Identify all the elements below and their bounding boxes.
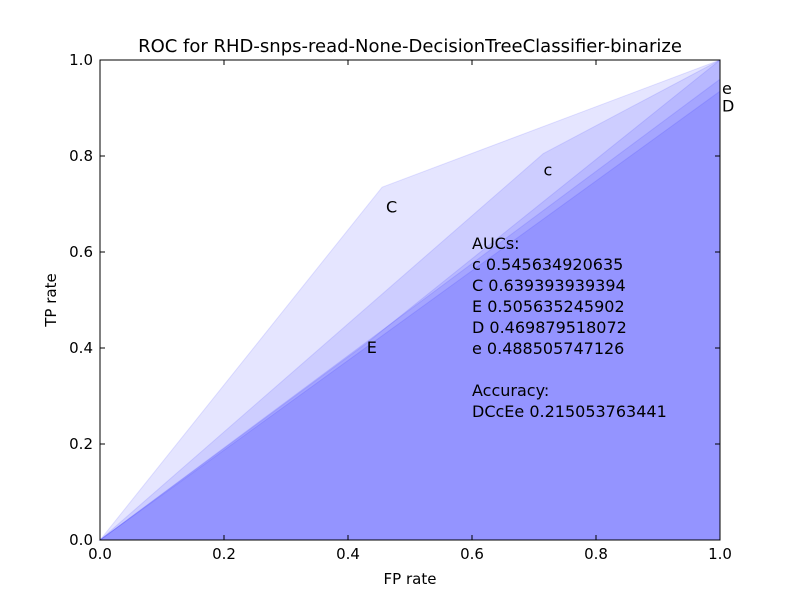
roc-areas — [98, 58, 721, 541]
y-tick-label: 0.8 — [69, 147, 93, 165]
accuracy-line: DCcEe 0.215053763441 — [472, 402, 667, 421]
curve-labels: Cc EeD — [367, 79, 735, 357]
curve-label-c: c — [543, 160, 552, 179]
auc-line-C: C 0.639393939394 — [472, 276, 626, 295]
plot-area: Cc EeD 0.0 0.2 0.4 0.6 0.8 1.0 0.0 0.2 0.4 0.6 0.8 1… — [69, 51, 734, 563]
y-axis-label: TP rate — [42, 273, 60, 327]
y-tick-label: 0.4 — [69, 339, 93, 357]
x-tick-label: 1.0 — [708, 545, 732, 563]
y-tick-label: 0.0 — [69, 531, 93, 549]
curve-label-E: E — [367, 338, 377, 357]
x-tick-label: 0.4 — [336, 545, 360, 563]
chart-title: ROC for RHD-snps-read-None-DecisionTreeC… — [138, 36, 682, 57]
curve-label-C: C — [386, 197, 397, 216]
x-tick-label: 0.8 — [584, 545, 608, 563]
x-axis-label: FP rate — [384, 570, 437, 588]
x-tick-label: 0.0 — [88, 545, 112, 563]
plot-background — [100, 60, 720, 540]
y-tick-label: 0.2 — [69, 435, 93, 453]
auc-line-c: c 0.545634920635 — [472, 255, 623, 274]
plot-frame — [99, 59, 721, 541]
accuracy-title: Accuracy: — [472, 381, 549, 400]
x-tick-label: 0.6 — [460, 545, 484, 563]
auc-line-e: e 0.488505747126 — [472, 339, 624, 358]
auc-title: AUCs: — [472, 234, 520, 253]
curve-label-e: e — [722, 79, 732, 98]
x-tick-label: 0.2 — [212, 545, 236, 563]
auc-line-E: E 0.505635245902 — [472, 297, 625, 316]
curve-label-D: D — [722, 97, 734, 116]
y-tick-label: 0.6 — [69, 243, 93, 261]
axis-ticks: 0.0 0.2 0.4 0.6 0.8 1.0 0.0 0.2 0.4 0.6 0.8 1.0 — [69, 51, 732, 563]
auc-annotation: AUCs: c 0.545634920635 C 0.639393939394 … — [472, 234, 667, 421]
auc-line-D: D 0.469879518072 — [472, 318, 627, 337]
y-tick-label: 1.0 — [69, 51, 93, 69]
